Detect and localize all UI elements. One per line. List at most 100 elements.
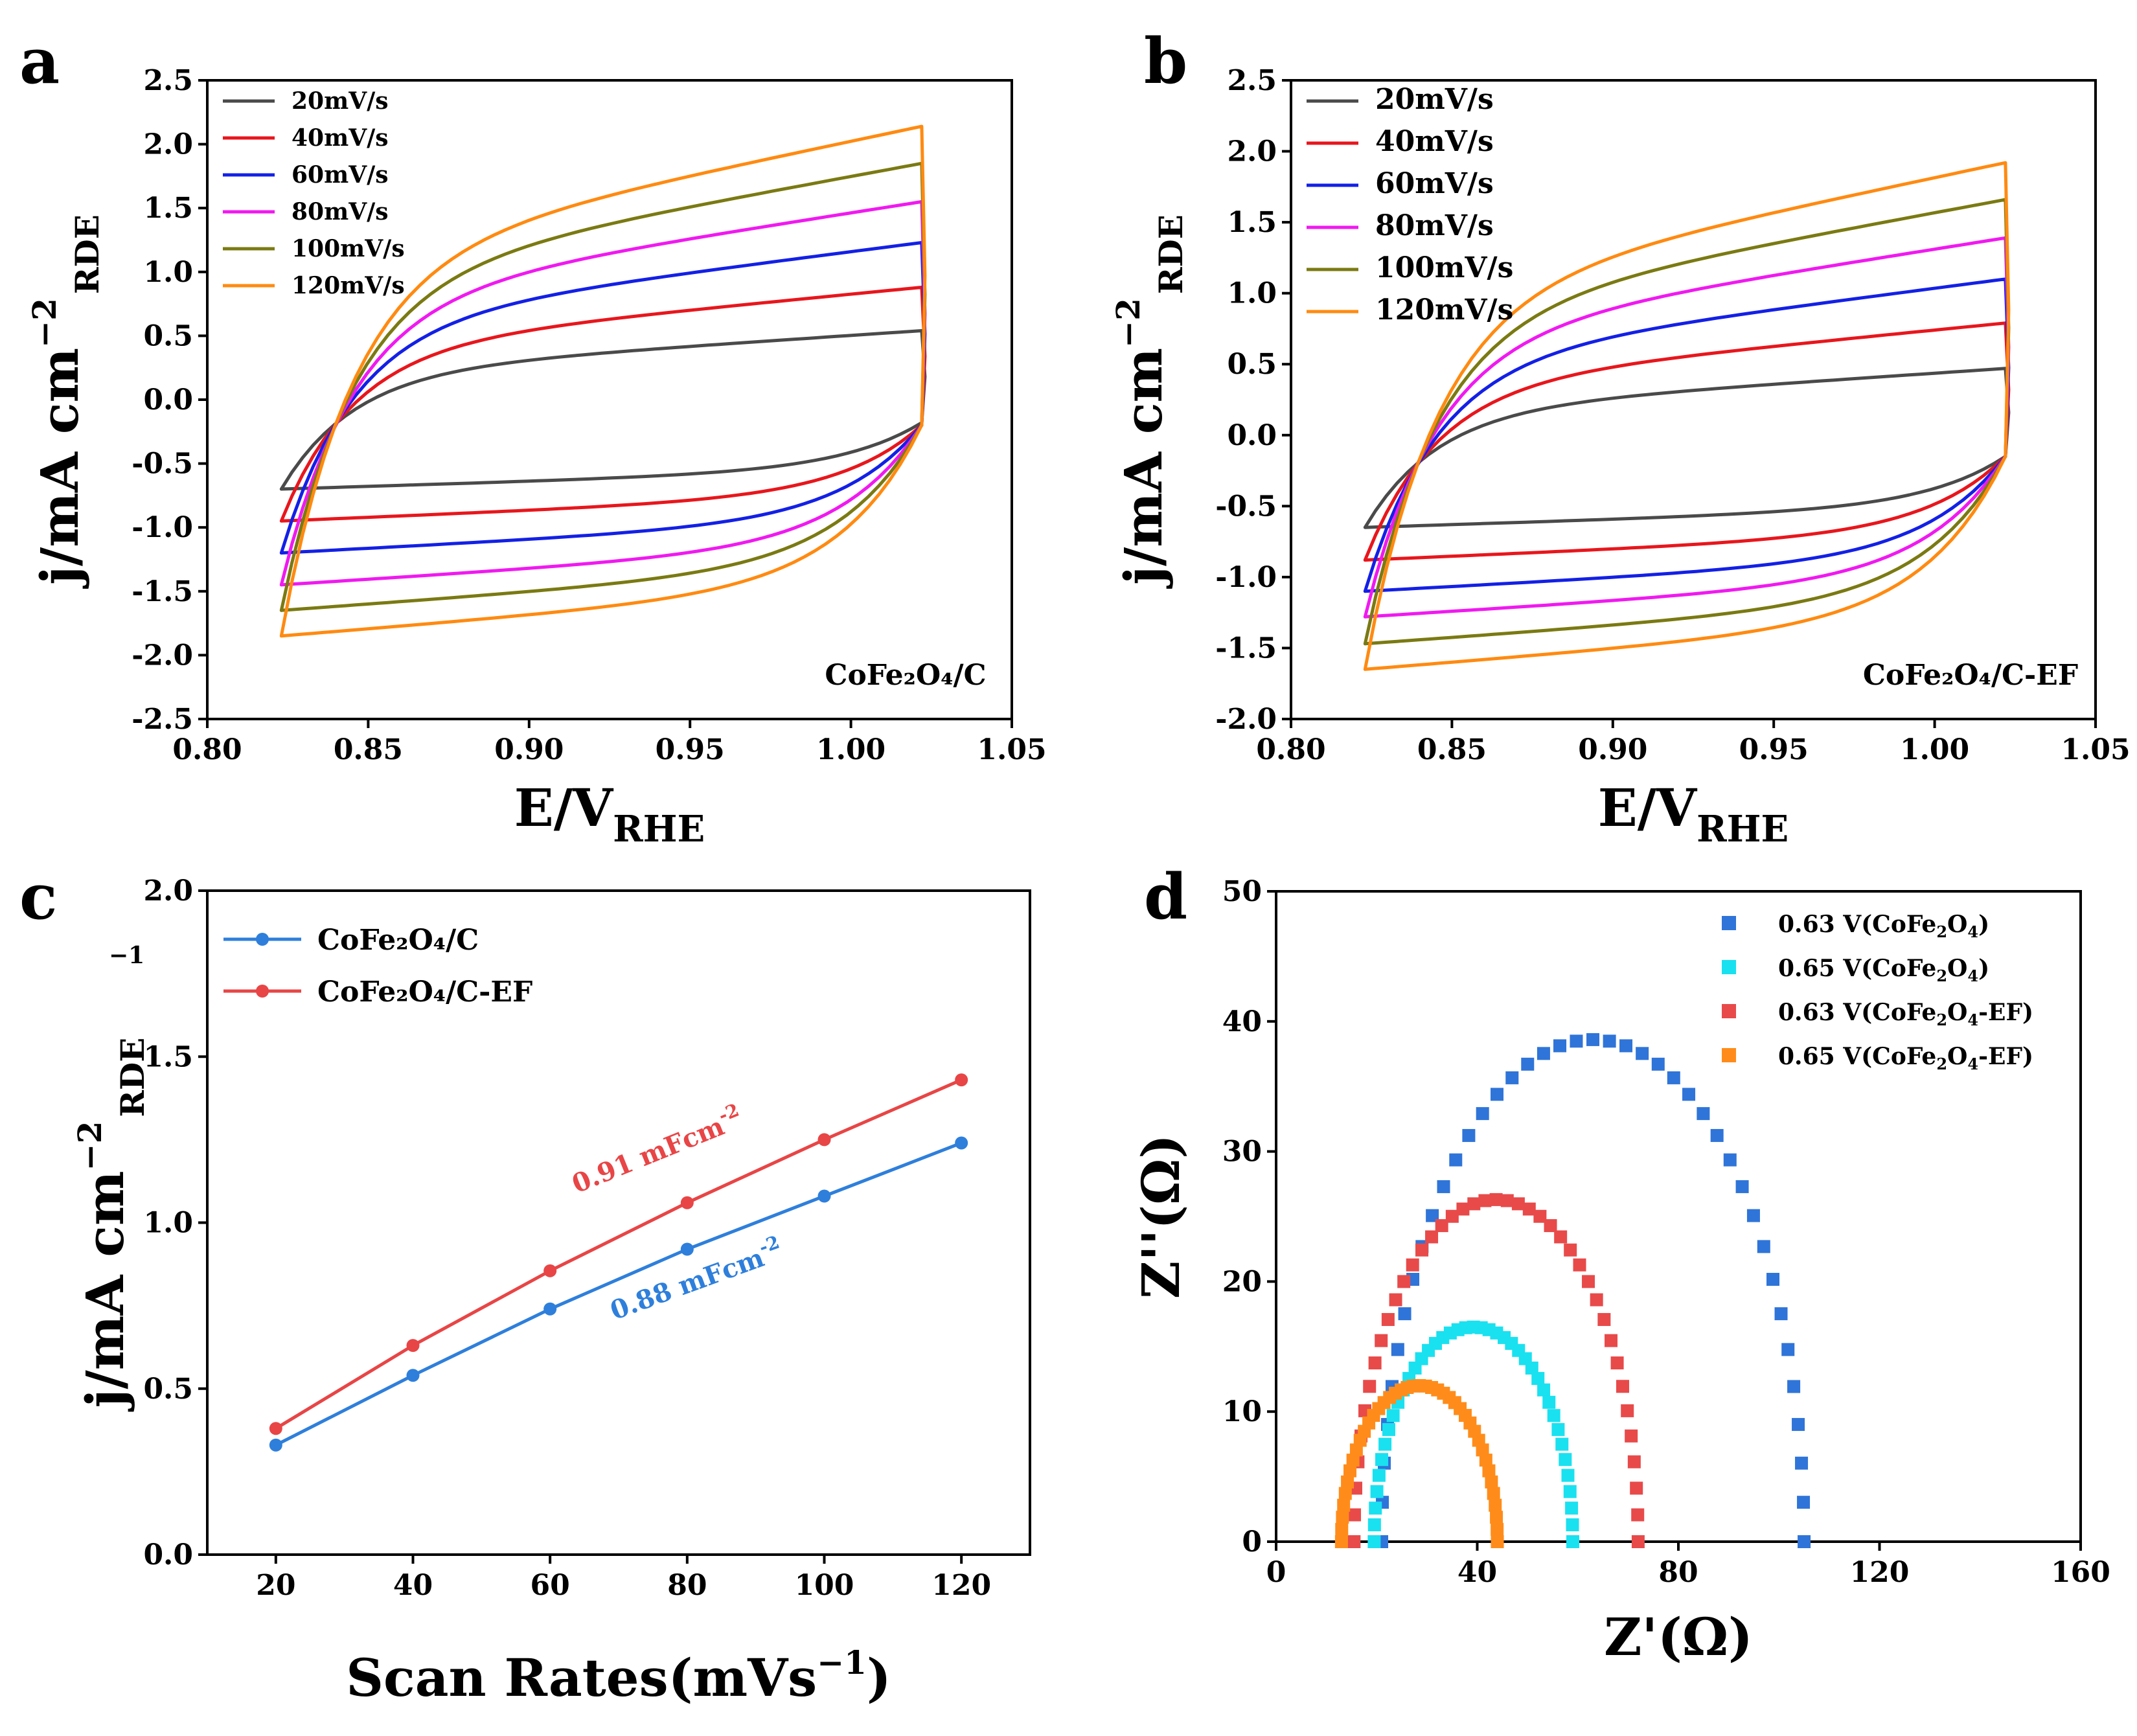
panel-d-data-point bbox=[1489, 1498, 1502, 1512]
panel-c-data-point bbox=[406, 1339, 420, 1353]
panel-a-y-axis-label-main: j/mA cm bbox=[29, 348, 90, 589]
panel-d-data-point bbox=[1570, 1034, 1583, 1048]
panel-d-legend-label-a: 0.65 V(CoFe bbox=[1778, 955, 1936, 982]
panel-a-legend-label: 120mV/s bbox=[291, 272, 405, 299]
panel-a-y-tick-label: -2.0 bbox=[131, 639, 193, 672]
panel-b-y-axis-label-sub: RDE bbox=[1152, 214, 1190, 294]
panel-d-data-point bbox=[1667, 1071, 1680, 1084]
panel-b-sample-label: CoFe₂O₄/C-EF bbox=[1863, 659, 2078, 692]
panel-d-legend-label-sub: 2 bbox=[1936, 1055, 1947, 1073]
panel-d-legend-marker bbox=[1722, 1048, 1736, 1062]
panel-b-y-axis-label-main: j/mA cm bbox=[1113, 348, 1174, 589]
panel-d-data-point bbox=[1566, 1535, 1579, 1548]
panel-a-x-tick-label: 0.80 bbox=[172, 733, 242, 766]
panel-d-data-point bbox=[1533, 1209, 1547, 1223]
panel-d-data-point bbox=[1449, 1153, 1463, 1167]
panel-d-data-point bbox=[1616, 1380, 1629, 1393]
panel-d-data-point bbox=[1386, 1409, 1400, 1422]
panel-d-data-point bbox=[1369, 1502, 1382, 1515]
panel-a-y-tick-label: -0.5 bbox=[131, 448, 193, 481]
panel-d-data-point bbox=[1415, 1243, 1429, 1257]
panel-a-letter: a bbox=[19, 25, 60, 98]
panel-c-legend-label: CoFe₂O₄/C bbox=[317, 924, 479, 957]
panel-d-data-point bbox=[1555, 1437, 1569, 1451]
panel-d-data-point bbox=[1723, 1153, 1737, 1167]
panel-d-y-tick-label: 10 bbox=[1222, 1395, 1262, 1428]
panel-a-y-axis-label: j/mA cm−2RDE bbox=[25, 214, 106, 589]
panel-a-y-tick-label: 0.5 bbox=[143, 319, 193, 352]
panel-b-x-axis-label-sub: RHE bbox=[1697, 808, 1788, 851]
panel-d-legend-label-tail: ) bbox=[1978, 911, 1989, 938]
panel-d-data-point bbox=[1605, 1334, 1618, 1347]
panel-d-y-tick-label: 30 bbox=[1222, 1136, 1262, 1169]
panel-d-data-point bbox=[1559, 1453, 1572, 1467]
panel-c-data-point bbox=[817, 1133, 831, 1147]
panel-d-x-tick-label: 0 bbox=[1266, 1556, 1286, 1589]
panel-d-legend-label-sub: 2 bbox=[1936, 1011, 1947, 1029]
panel-d-data-point bbox=[1525, 1361, 1538, 1375]
panel-b-cv-chart: 0.80 0.85 0.90 0.95 1.00 1.05 -2.0 -1.5 -1.0 -0.5… bbox=[1109, 25, 2131, 851]
panel-c-y-axis-label-sup: −2 bbox=[71, 1121, 109, 1171]
panel-c-y-tick-label: 2.0 bbox=[143, 874, 193, 908]
panel-d-data-point bbox=[1445, 1209, 1459, 1223]
panel-d-data-point bbox=[1521, 1057, 1535, 1071]
panel-d-data-point bbox=[1367, 1518, 1381, 1532]
panel-c-x-tick-label: 60 bbox=[531, 1569, 570, 1602]
panel-d-data-point bbox=[1367, 1535, 1381, 1548]
panel-d-data-point bbox=[1631, 1508, 1645, 1522]
panel-d-data-point bbox=[1547, 1409, 1560, 1422]
panel-b-x-tick-label: 1.05 bbox=[2061, 733, 2130, 766]
panel-b-y-tick-label: -1.0 bbox=[1215, 561, 1277, 594]
panel-d-data-point bbox=[1391, 1343, 1404, 1356]
panel-d-data-point bbox=[1531, 1372, 1545, 1386]
panel-d-data-point bbox=[1500, 1194, 1514, 1207]
panel-c-x-tick-label: 120 bbox=[931, 1569, 991, 1602]
panel-b-y-tick-label: 0.5 bbox=[1227, 348, 1277, 381]
panel-d-data-point bbox=[1757, 1240, 1770, 1253]
panel-d-data-point bbox=[1537, 1047, 1550, 1060]
panel-b-legend-label: 120mV/s bbox=[1375, 293, 1513, 326]
panel-c-y-tick-label: 0.5 bbox=[143, 1373, 193, 1406]
panel-b-y-tick-label: -0.5 bbox=[1215, 490, 1277, 523]
panel-d-legend-marker bbox=[1722, 916, 1736, 930]
panel-d-legend-label-sub2: 4 bbox=[1967, 922, 1978, 941]
panel-a-y-tick-label: 1.5 bbox=[143, 192, 193, 225]
panel-d-data-point bbox=[1610, 1356, 1624, 1370]
panel-d-data-point bbox=[1573, 1258, 1586, 1272]
panel-d-data-point bbox=[1582, 1275, 1595, 1288]
panel-c-series-line bbox=[275, 1141, 963, 1447]
panel-c-x-tick-label: 100 bbox=[795, 1569, 854, 1602]
panel-c-y-axis-label-main: j/mA cm bbox=[74, 1171, 135, 1411]
panel-d-data-point bbox=[1597, 1313, 1611, 1327]
panel-c-data-point bbox=[406, 1369, 420, 1382]
panel-d-data-point bbox=[1341, 1475, 1354, 1489]
panel-d-data-point bbox=[1563, 1485, 1577, 1498]
panel-d-data-point bbox=[1456, 1202, 1470, 1216]
panel-b-y-tick-label: 0.0 bbox=[1227, 419, 1277, 452]
panel-a-y-tick-label: 2.5 bbox=[143, 64, 193, 97]
panel-d-data-point bbox=[1798, 1535, 1811, 1548]
panel-a-y-tick-label: -2.5 bbox=[131, 703, 193, 736]
panel-c-legend-marker bbox=[256, 985, 269, 998]
panel-c-data-point bbox=[543, 1264, 557, 1277]
panel-d-data-point bbox=[1485, 1475, 1498, 1489]
panel-c-y-tick-label: 0.0 bbox=[143, 1538, 193, 1571]
panel-d-legend-label-sub: 2 bbox=[1936, 966, 1947, 985]
panel-d-data-point bbox=[1375, 1453, 1389, 1467]
panel-d-data-point bbox=[1406, 1258, 1419, 1272]
panel-b-y-tick-label: 1.0 bbox=[1227, 277, 1277, 310]
panel-a-legend-label: 40mV/s bbox=[291, 124, 389, 152]
panel-d-data-point bbox=[1631, 1535, 1645, 1548]
panel-a-legend-label: 100mV/s bbox=[291, 235, 405, 262]
panel-d-legend-label-b: O bbox=[1947, 955, 1967, 982]
panel-d-data-point bbox=[1375, 1334, 1388, 1347]
panel-d-data-point bbox=[1797, 1496, 1811, 1509]
panel-a-x-axis-label-sub: RHE bbox=[613, 808, 705, 851]
panel-c-data-point bbox=[955, 1073, 968, 1087]
panel-a-cv-curve bbox=[279, 124, 927, 638]
panel-b-legend-label: 100mV/s bbox=[1375, 251, 1513, 284]
panel-c-y-axis-label-sub: RDE bbox=[113, 1038, 152, 1117]
panel-d-data-point bbox=[1370, 1485, 1384, 1498]
panel-d-data-point bbox=[1491, 1523, 1504, 1536]
